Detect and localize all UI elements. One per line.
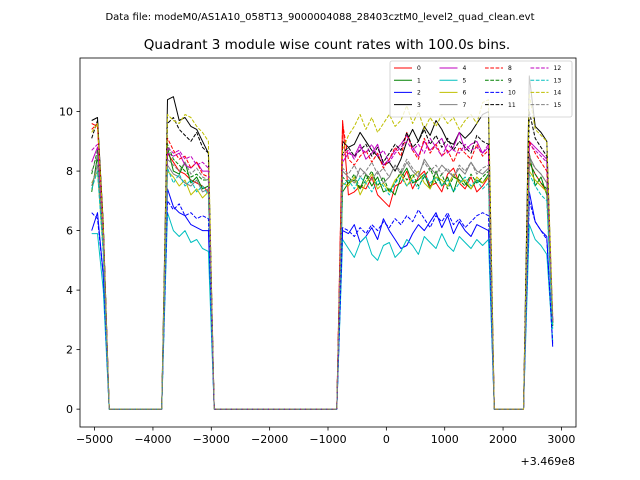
legend-label-11: 11 bbox=[508, 102, 516, 109]
x-tick-label: −3000 bbox=[193, 433, 230, 446]
legend-label-15: 15 bbox=[554, 102, 562, 109]
series-line-5 bbox=[91, 212, 554, 410]
legend-label-0: 0 bbox=[417, 65, 421, 72]
legend-label-5: 5 bbox=[463, 77, 467, 84]
y-tick-label: 4 bbox=[66, 284, 73, 297]
y-tick-label: 2 bbox=[66, 344, 73, 357]
legend-label-14: 14 bbox=[554, 90, 562, 97]
y-tick-label: 10 bbox=[59, 106, 73, 119]
legend-label-13: 13 bbox=[554, 77, 562, 84]
x-tick-label: 1000 bbox=[431, 433, 459, 446]
legend-label-10: 10 bbox=[508, 90, 516, 97]
y-tick-label: 0 bbox=[66, 403, 73, 416]
x-tick-label: 0 bbox=[383, 433, 390, 446]
series-line-15 bbox=[91, 155, 554, 410]
x-tick-label: −4000 bbox=[134, 433, 171, 446]
series-line-10 bbox=[91, 200, 554, 410]
series-line-11 bbox=[91, 111, 554, 410]
x-offset-text: +3.469e8 bbox=[521, 455, 575, 468]
legend-label-9: 9 bbox=[508, 77, 512, 84]
legend-label-1: 1 bbox=[417, 77, 421, 84]
legend-label-4: 4 bbox=[463, 65, 467, 72]
legend-label-8: 8 bbox=[508, 65, 512, 72]
legend-label-6: 6 bbox=[463, 90, 467, 97]
x-tick-label: 3000 bbox=[547, 433, 575, 446]
x-tick-label: −2000 bbox=[251, 433, 288, 446]
legend-label-7: 7 bbox=[463, 102, 467, 109]
y-tick-label: 6 bbox=[66, 225, 73, 238]
axes-layer: −5000 −4000 −3000 −2000 −1000 0 1000 2000 3000 0 2… bbox=[59, 57, 577, 446]
x-tick-label: −1000 bbox=[309, 433, 346, 446]
legend-label-2: 2 bbox=[417, 90, 421, 97]
x-tick-label: 2000 bbox=[489, 433, 517, 446]
x-tick-label: −5000 bbox=[76, 433, 113, 446]
y-tick-label: 8 bbox=[66, 165, 73, 178]
legend-frame bbox=[389, 60, 573, 118]
legend-label-3: 3 bbox=[417, 102, 421, 109]
suptitle: Data file: modeM0/AS1A10_058T13_90000040… bbox=[105, 12, 534, 23]
series-layer bbox=[91, 75, 554, 410]
series-line-12 bbox=[91, 137, 554, 410]
chart-title: Quadrant 3 module wise count rates with … bbox=[144, 37, 510, 53]
legend-label-12: 12 bbox=[554, 65, 562, 72]
